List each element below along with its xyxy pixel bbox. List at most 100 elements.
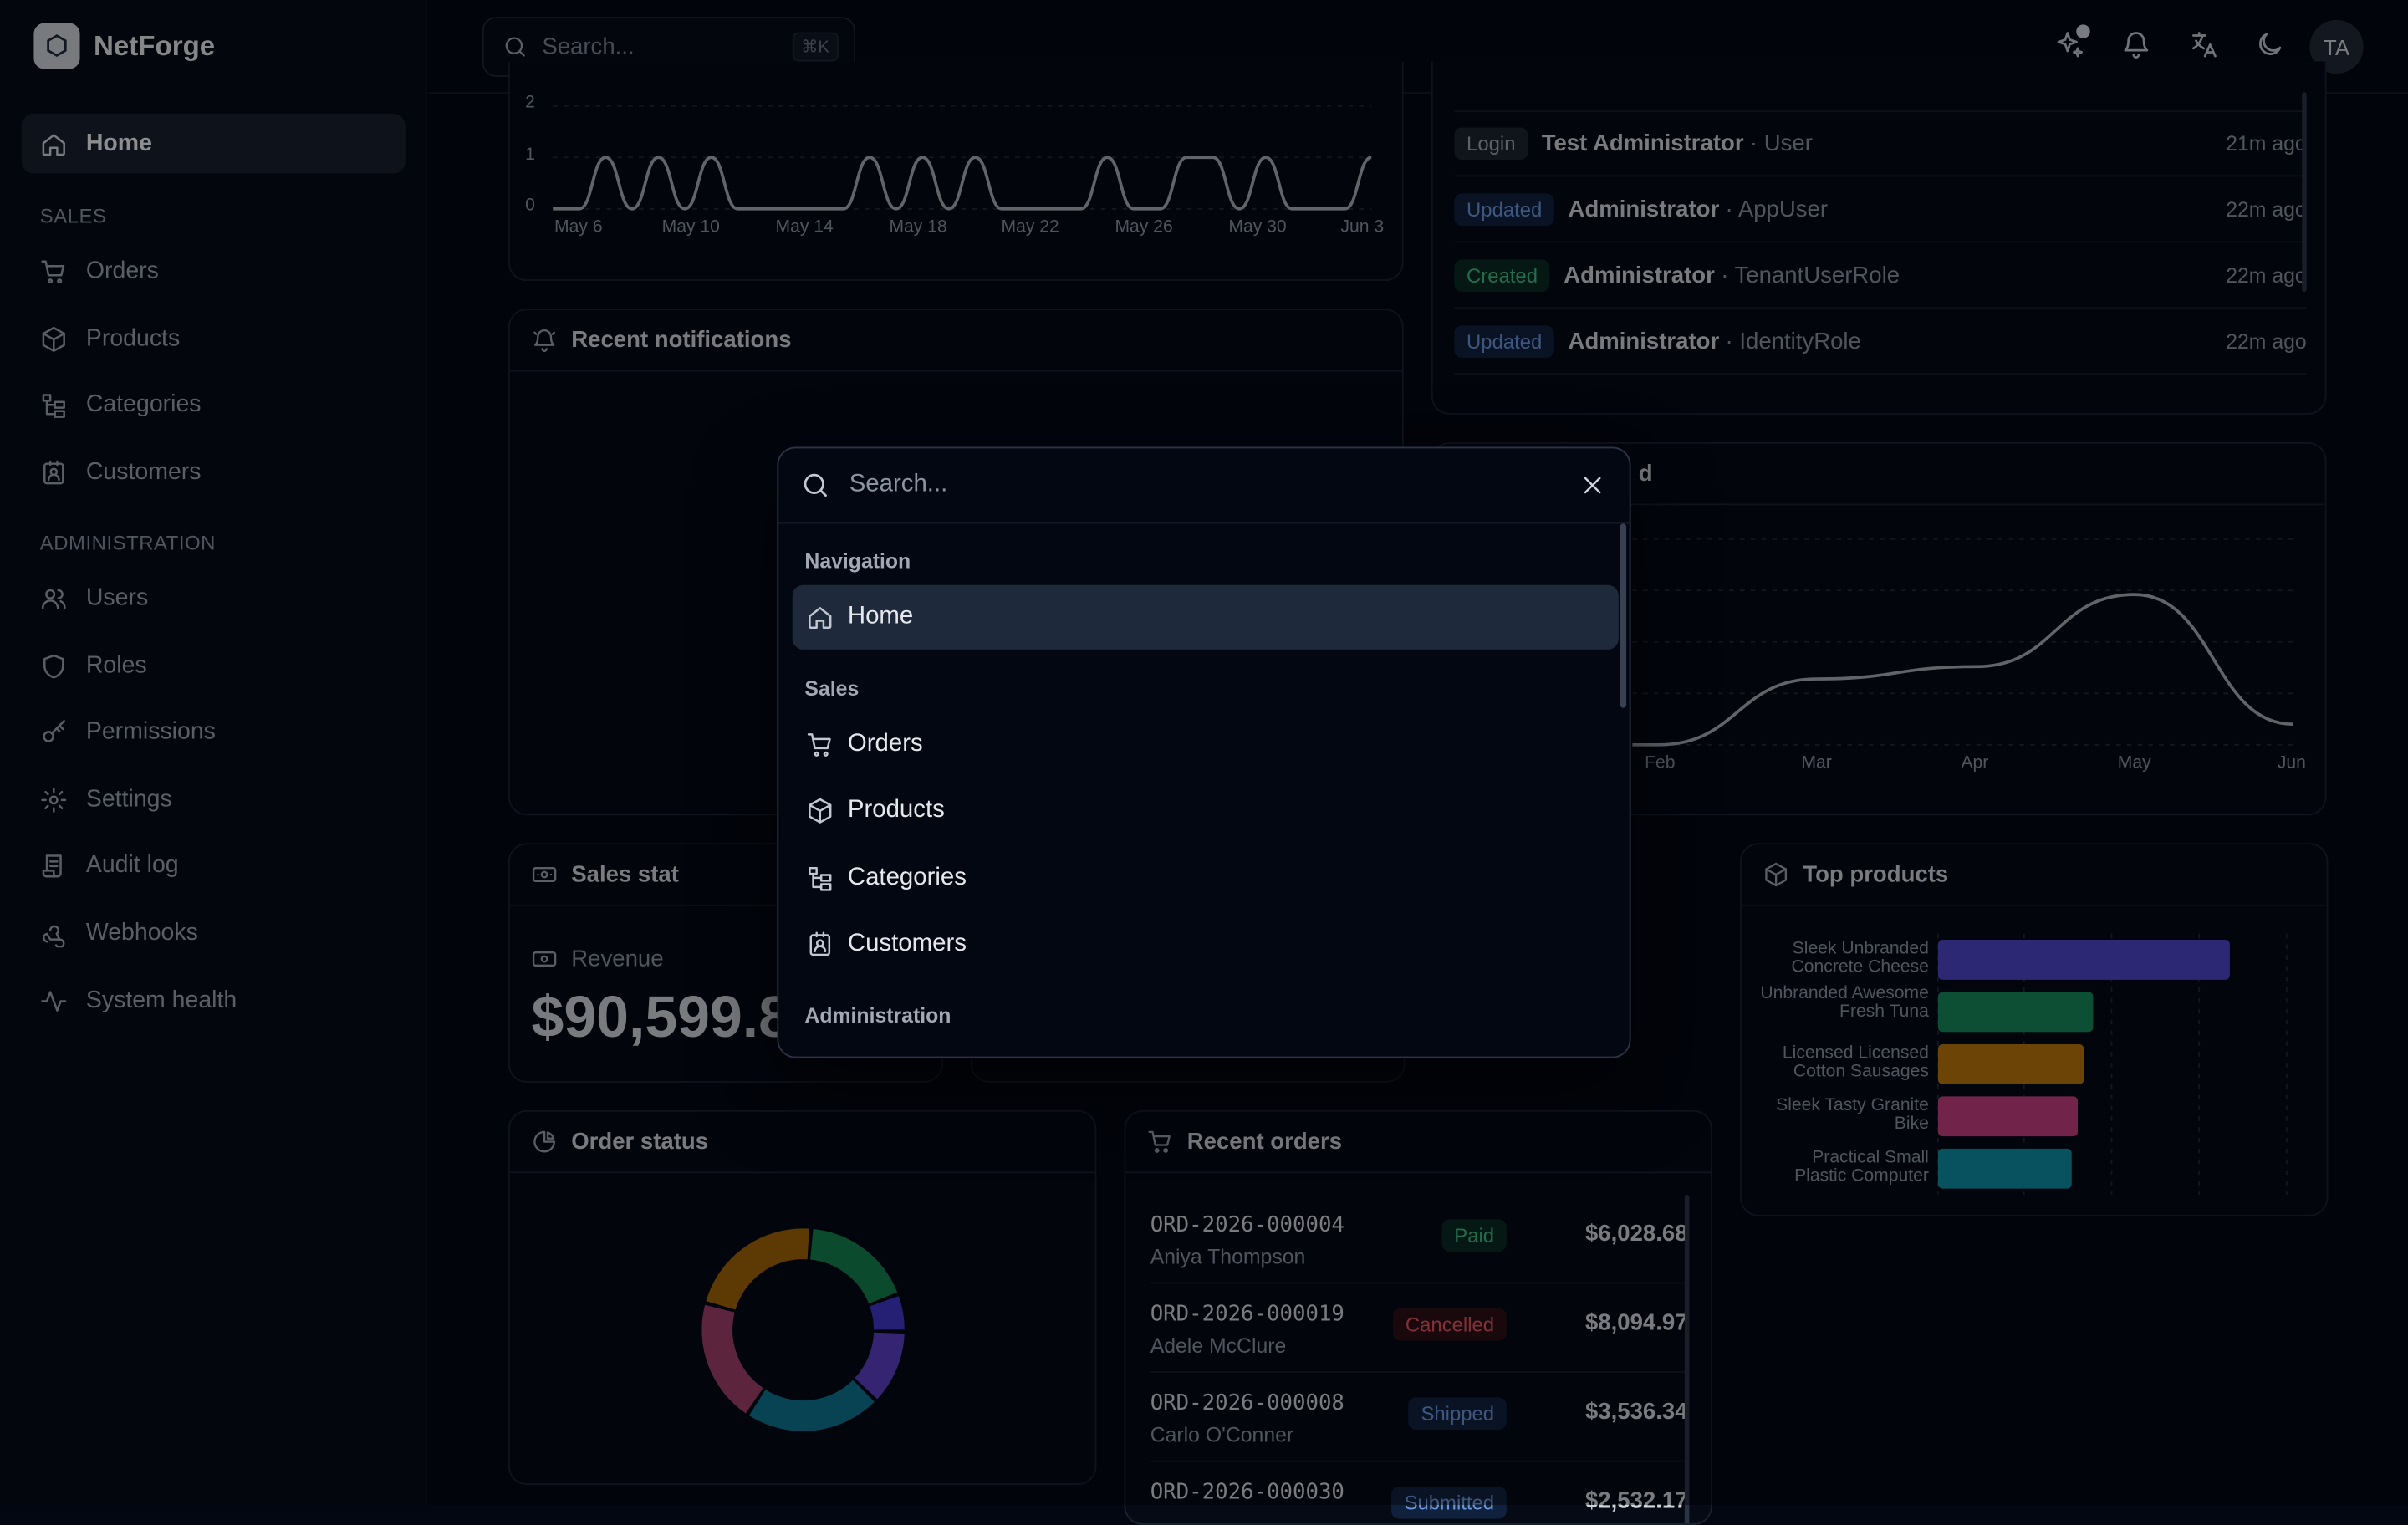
top-products-card: Top products Sleek Unbranded Concrete Ch… (1739, 843, 2329, 1216)
series-line (553, 156, 1372, 211)
product-bar[interactable] (1937, 1148, 2073, 1189)
shield-icon (43, 653, 64, 678)
activity-row[interactable]: Created Administrator · TenantUserRole 2… (1454, 244, 2307, 309)
card-header: d (1432, 444, 2325, 506)
activity-row[interactable]: Updated Administrator · AppUser 22m ago (1454, 178, 2307, 243)
palette-item-home[interactable]: Home (792, 584, 1619, 650)
palette-item-customers[interactable]: Customers (793, 912, 1619, 977)
activity-row[interactable]: Updated Administrator · IdentityRole 22m… (1454, 310, 2307, 375)
x-tick-label: May 6 (554, 217, 603, 237)
palette-item-products[interactable]: Products (793, 778, 1619, 843)
x-tick-label: Apr (1961, 753, 1989, 773)
palette-search-input[interactable] (846, 462, 1492, 508)
card-header: Sales stat (509, 844, 941, 906)
order-row[interactable]: ORD-2026-000019 Adele McClure Cancelled … (1150, 1283, 1688, 1374)
order-status-badge: Shipped (1408, 1397, 1507, 1430)
theme-toggle-button[interactable] (2254, 29, 2285, 60)
sidebar-item-label: Products (85, 324, 181, 351)
brand[interactable]: NetForge (33, 23, 215, 69)
sidebar-item-label: Webhooks (85, 919, 198, 946)
product-bar[interactable] (1937, 940, 2230, 980)
activity-entity: · AppUser (1725, 196, 1829, 223)
activity-scrollbar[interactable] (2302, 92, 2307, 292)
order-customer: Adele McClure (1150, 1334, 1287, 1358)
revenue-label: Revenue (571, 946, 664, 972)
product-bar[interactable] (1937, 1043, 2084, 1084)
activity-chart-card: 2 1 0 May 6 May 10 May 14 May 18 May 22 … (508, 61, 1404, 282)
card-title: Recent notifications (571, 327, 792, 354)
sidebar-item-label: Home (85, 130, 152, 156)
donut-slice[interactable] (854, 1332, 905, 1400)
trend-line-chart (1632, 538, 2293, 747)
product-bar[interactable] (1937, 992, 2093, 1033)
contact-icon (809, 931, 831, 956)
sidebar-item-home[interactable]: Home (21, 113, 406, 174)
palette-scrollbar[interactable] (1620, 523, 1627, 708)
order-customer: Carlo O'Conner (1150, 1423, 1294, 1447)
order-customer: Aniya Thompson (1150, 1245, 1306, 1269)
activity-type-badge: Login (1454, 127, 1528, 161)
sidebar-item-products[interactable]: Products (22, 309, 406, 369)
sidebar-item-users[interactable]: Users (22, 569, 406, 629)
order-number: ORD-2026-000019 (1150, 1302, 1344, 1327)
banknote-icon (532, 867, 557, 882)
sidebar-item-audit-log[interactable]: Audit log (22, 835, 406, 895)
ai-sparkles-button[interactable] (2055, 29, 2086, 60)
sparkles-icon (2057, 32, 2084, 58)
orders-scrollbar[interactable] (1684, 1194, 1690, 1524)
notifications-button[interactable] (2120, 29, 2151, 60)
product-bar[interactable] (1937, 1096, 2079, 1137)
language-button[interactable] (2188, 29, 2219, 60)
palette-item-label: Products (847, 797, 945, 824)
sidebar-item-orders[interactable]: Orders (22, 241, 406, 301)
donut-slice[interactable] (809, 1228, 898, 1304)
x-tick-label: May 26 (1115, 217, 1173, 237)
x-tick-label: May 30 (1228, 217, 1287, 237)
sidebar-item-permissions[interactable]: Permissions (22, 701, 406, 762)
donut-slice[interactable] (870, 1296, 905, 1330)
home-icon (42, 133, 65, 156)
palette-item-categories[interactable]: Categories (793, 846, 1619, 910)
sidebar-item-customers[interactable]: Customers (22, 442, 406, 502)
order-amount: $3,536.34 (1584, 1399, 1688, 1426)
x-tick-label: May 22 (1001, 217, 1059, 237)
revenue-value: $90,599.8 (531, 986, 792, 1051)
donut-slice[interactable] (706, 1228, 809, 1311)
shopping-cart-icon (1148, 1130, 1171, 1153)
order-row[interactable]: ORD-2026-000004 Aniya Thompson Paid $6,0… (1150, 1195, 1688, 1284)
sidebar-item-settings[interactable]: Settings (22, 769, 406, 829)
card-title: Order status (571, 1128, 709, 1155)
sidebar-item-system-health[interactable]: System health (22, 971, 406, 1031)
palette-item-orders[interactable]: Orders (793, 712, 1619, 777)
activity-time: 22m ago (2226, 329, 2307, 354)
x-tick-label: May (2117, 753, 2151, 773)
folder-tree-icon (42, 393, 65, 417)
sidebar-item-label: Users (85, 584, 149, 611)
order-row[interactable]: ORD-2026-000008 Carlo O'Conner Shipped $… (1150, 1373, 1688, 1462)
bell-icon (2124, 32, 2149, 59)
donut-slice[interactable] (701, 1304, 764, 1414)
sidebar-item-webhooks[interactable]: Webhooks (22, 903, 406, 963)
activity-line-chart (553, 105, 1372, 211)
palette-group-administration: Administration (804, 1004, 951, 1028)
activity-user: Administrator (1568, 196, 1720, 223)
brand-name: NetForge (94, 29, 216, 61)
package-icon (42, 325, 65, 352)
banknote-icon (532, 951, 557, 967)
package-icon (809, 798, 832, 824)
recent-orders-card: Recent orders ORD-2026-000004 Aniya Thom… (1124, 1109, 1712, 1525)
sidebar-item-categories[interactable]: Categories (22, 375, 406, 435)
activity-entity: · IdentityRole (1725, 329, 1861, 355)
activity-user: Administrator (1568, 329, 1720, 355)
activity-row[interactable]: Login Test Administrator · User 21m ago (1454, 112, 2307, 177)
card-title: Top products (1803, 861, 1949, 888)
sidebar-item-roles[interactable]: Roles (22, 635, 406, 696)
package-icon (1765, 862, 1788, 887)
product-bar-label: Licensed Licensed Cotton Sausages (1782, 1043, 1929, 1082)
close-palette-button[interactable] (1580, 473, 1604, 497)
x-tick-label: Jun 3 (1340, 217, 1385, 237)
activity-time: 22m ago (2226, 197, 2307, 222)
donut-slice[interactable] (748, 1380, 875, 1431)
card-title: Recent orders (1186, 1128, 1343, 1155)
